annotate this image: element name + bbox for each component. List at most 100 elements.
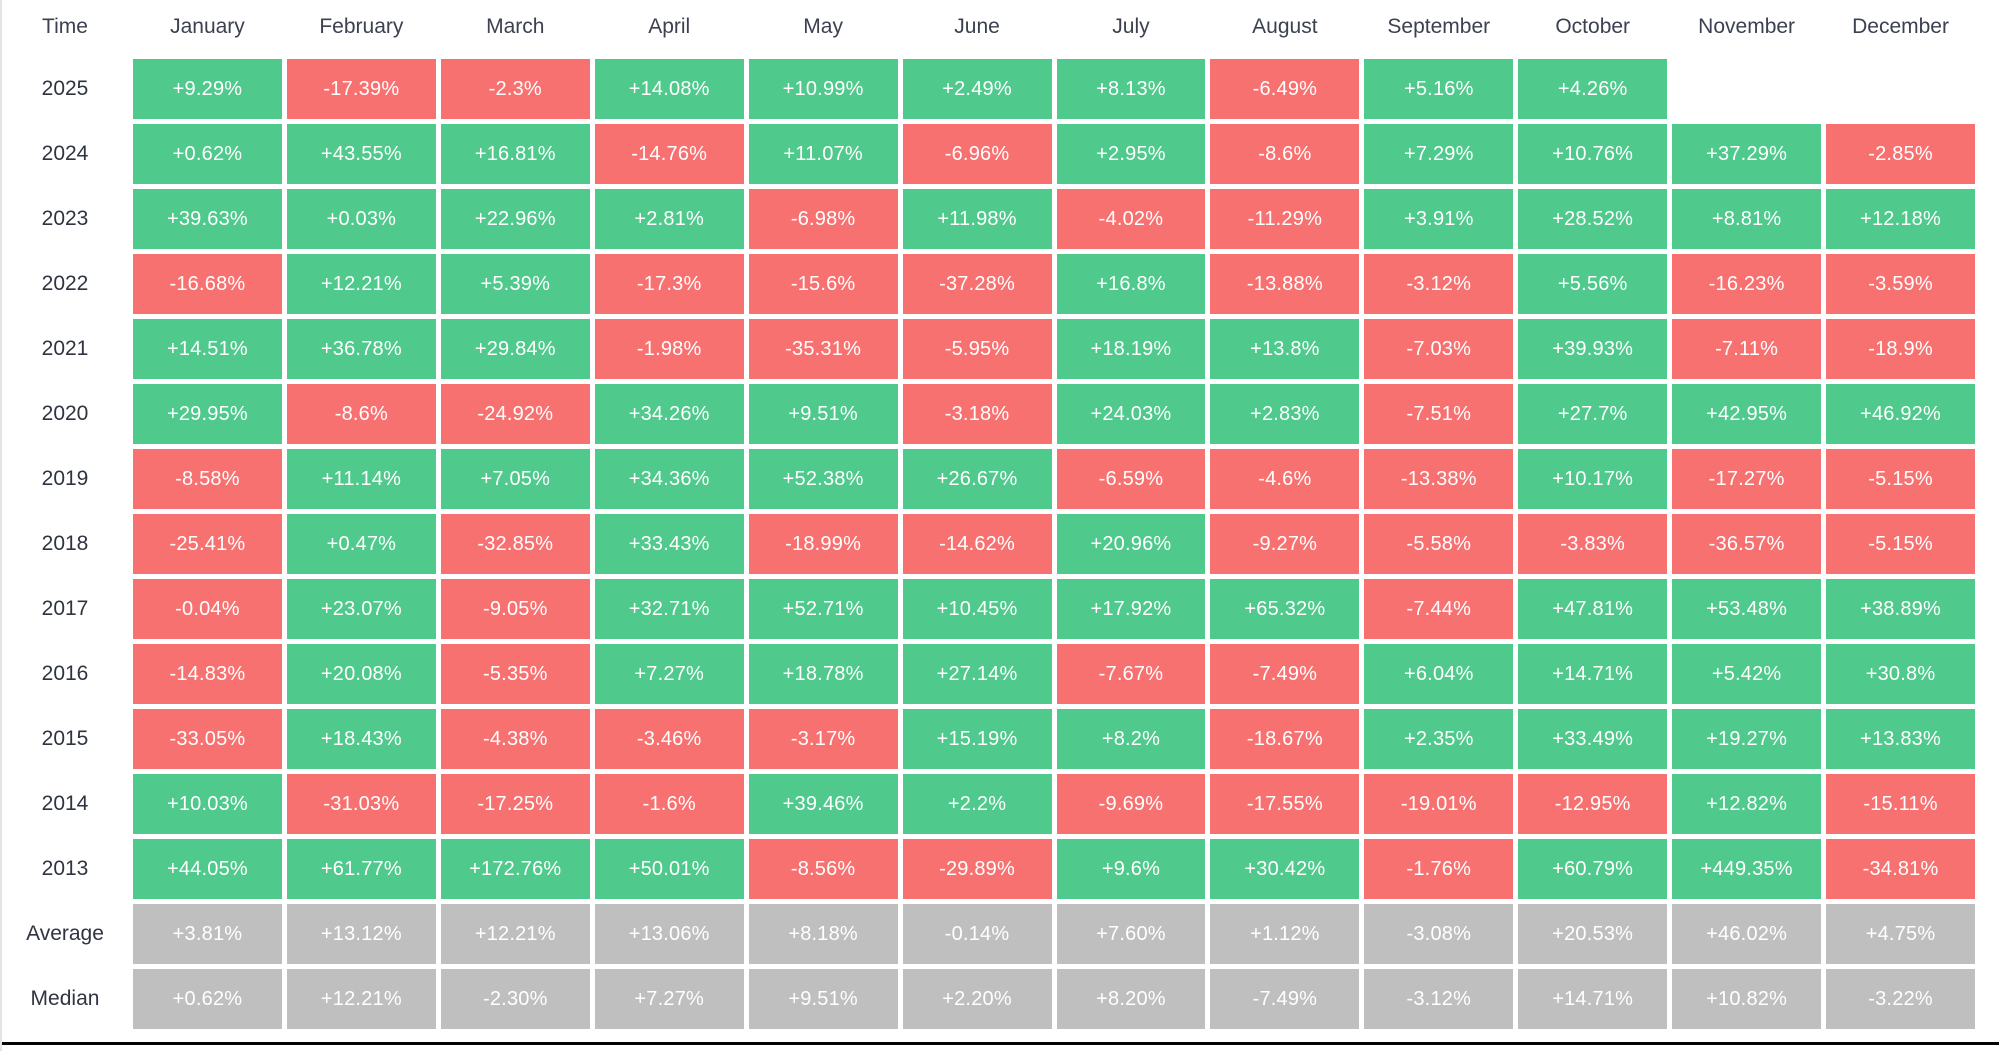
cell-2015-june: +15.19%: [902, 709, 1052, 769]
column-header-july: July: [1112, 15, 1150, 38]
cell-2019-november: -17.27%: [1672, 449, 1822, 509]
cell-2017-december: +38.89%: [1826, 579, 1975, 639]
cell-2016-october: +14.71%: [1518, 644, 1668, 704]
row-label-2015: 2015: [41, 727, 89, 750]
cell-2022-september: -3.12%: [1364, 254, 1514, 314]
cell-2025-march: -2.3%: [440, 59, 590, 119]
column-header-may: May: [803, 15, 843, 38]
row-label-2020: 2020: [41, 402, 89, 425]
cell-2019-february: +11.14%: [286, 449, 436, 509]
cell-2015-july: +8.2%: [1056, 709, 1206, 769]
cell-2024-july: +2.95%: [1056, 124, 1206, 184]
cell-2015-september: +2.35%: [1364, 709, 1514, 769]
cell-2014-december: -15.11%: [1826, 774, 1975, 834]
cell-2025-september: +5.16%: [1364, 59, 1514, 119]
empty-cell-2025-december: [1826, 59, 1975, 119]
cell-median-december: -3.22%: [1826, 969, 1975, 1029]
cell-2020-june: -3.18%: [902, 384, 1052, 444]
cell-average-june: -0.14%: [902, 904, 1052, 964]
cell-2023-december: +12.18%: [1826, 189, 1975, 249]
cell-2021-april: -1.98%: [594, 319, 744, 379]
cell-2013-february: +61.77%: [286, 839, 436, 899]
cell-2024-august: -8.6%: [1210, 124, 1360, 184]
cell-2019-january: -8.58%: [133, 449, 282, 509]
cell-2022-may: -15.6%: [748, 254, 898, 314]
cell-average-august: +1.12%: [1210, 904, 1360, 964]
cell-2022-april: -17.3%: [594, 254, 744, 314]
row-label-average: Average: [26, 922, 104, 945]
cell-2016-december: +30.8%: [1826, 644, 1975, 704]
cell-2023-may: -6.98%: [748, 189, 898, 249]
cell-median-march: -2.30%: [440, 969, 590, 1029]
cell-median-january: +0.62%: [133, 969, 282, 1029]
column-header-december: December: [1852, 15, 1949, 38]
cell-2019-october: +10.17%: [1518, 449, 1668, 509]
cell-2020-november: +42.95%: [1672, 384, 1822, 444]
cell-2019-august: -4.6%: [1210, 449, 1360, 509]
cell-2018-january: -25.41%: [133, 514, 282, 574]
cell-2021-august: +13.8%: [1210, 319, 1360, 379]
cell-2021-november: -7.11%: [1672, 319, 1822, 379]
cell-2018-october: -3.83%: [1518, 514, 1668, 574]
cell-2019-september: -13.38%: [1364, 449, 1514, 509]
cell-2017-august: +65.32%: [1210, 579, 1360, 639]
cell-2015-december: +13.83%: [1826, 709, 1975, 769]
row-label-2024: 2024: [41, 142, 89, 165]
cell-2014-april: -1.6%: [594, 774, 744, 834]
cell-2014-march: -17.25%: [440, 774, 590, 834]
cell-2014-november: +12.82%: [1672, 774, 1822, 834]
cell-2020-may: +9.51%: [748, 384, 898, 444]
cell-median-may: +9.51%: [748, 969, 898, 1029]
cell-2022-january: -16.68%: [133, 254, 282, 314]
cell-2020-december: +46.92%: [1826, 384, 1975, 444]
row-label-2014: 2014: [41, 792, 89, 815]
cell-2021-march: +29.84%: [440, 319, 590, 379]
cell-2013-march: +172.76%: [440, 839, 590, 899]
cell-2023-june: +11.98%: [902, 189, 1052, 249]
cell-2015-may: -3.17%: [748, 709, 898, 769]
cell-2025-august: -6.49%: [1210, 59, 1360, 119]
cell-median-september: -3.12%: [1364, 969, 1514, 1029]
cell-2019-april: +34.36%: [594, 449, 744, 509]
cell-2013-december: -34.81%: [1826, 839, 1975, 899]
cell-2014-august: -17.55%: [1210, 774, 1360, 834]
cell-2023-november: +8.81%: [1672, 189, 1822, 249]
cell-2014-may: +39.46%: [748, 774, 898, 834]
cell-2015-april: -3.46%: [594, 709, 744, 769]
cell-2014-october: -12.95%: [1518, 774, 1668, 834]
cell-2024-may: +11.07%: [748, 124, 898, 184]
row-label-2021: 2021: [41, 337, 89, 360]
column-header-june: June: [954, 15, 1000, 38]
cell-2022-june: -37.28%: [902, 254, 1052, 314]
cell-2023-february: +0.03%: [286, 189, 436, 249]
row-label-2017: 2017: [41, 597, 89, 620]
cell-2022-december: -3.59%: [1826, 254, 1975, 314]
cell-2016-february: +20.08%: [286, 644, 436, 704]
cell-2019-march: +7.05%: [440, 449, 590, 509]
cell-2017-february: +23.07%: [286, 579, 436, 639]
cell-2019-june: +26.67%: [902, 449, 1052, 509]
cell-2013-may: -8.56%: [748, 839, 898, 899]
cell-2019-may: +52.38%: [748, 449, 898, 509]
cell-2013-june: -29.89%: [902, 839, 1052, 899]
cell-2025-january: +9.29%: [133, 59, 282, 119]
cell-2020-january: +29.95%: [133, 384, 282, 444]
cell-2020-july: +24.03%: [1056, 384, 1206, 444]
cell-2013-november: +449.35%: [1672, 839, 1822, 899]
cell-2021-may: -35.31%: [748, 319, 898, 379]
cell-2013-september: -1.76%: [1364, 839, 1514, 899]
cell-2021-december: -18.9%: [1826, 319, 1975, 379]
cell-median-october: +14.71%: [1518, 969, 1668, 1029]
cell-2016-july: -7.67%: [1056, 644, 1206, 704]
cell-2014-february: -31.03%: [286, 774, 436, 834]
cell-average-april: +13.06%: [594, 904, 744, 964]
cell-2017-march: -9.05%: [440, 579, 590, 639]
cell-2025-october: +4.26%: [1518, 59, 1668, 119]
cell-2016-august: -7.49%: [1210, 644, 1360, 704]
cell-median-february: +12.21%: [286, 969, 436, 1029]
cell-2013-january: +44.05%: [133, 839, 282, 899]
cell-2018-april: +33.43%: [594, 514, 744, 574]
cell-2024-march: +16.81%: [440, 124, 590, 184]
cell-2017-april: +32.71%: [594, 579, 744, 639]
cell-2019-december: -5.15%: [1826, 449, 1975, 509]
